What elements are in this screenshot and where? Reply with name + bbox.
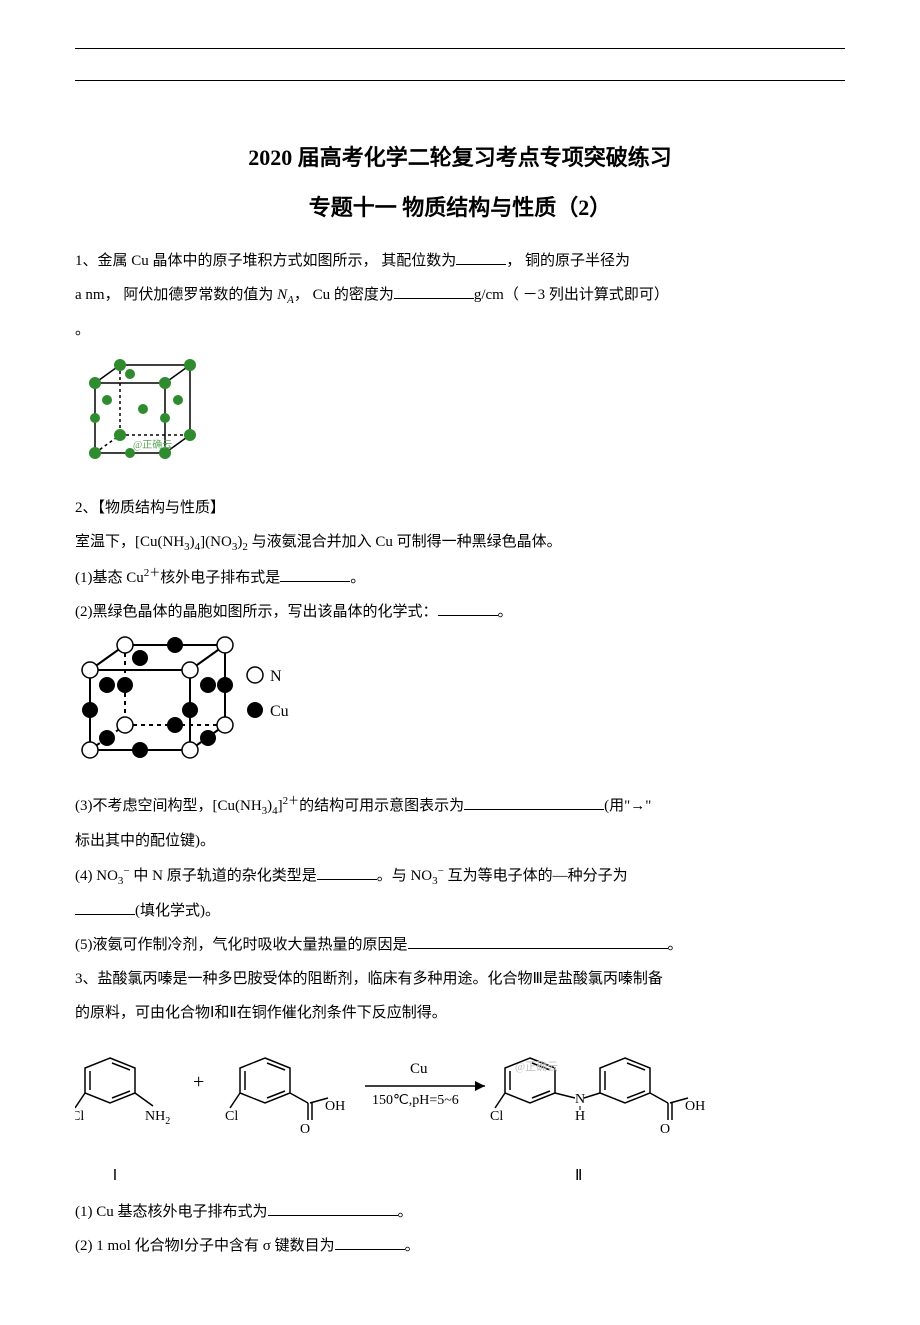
blank-isoelectronic [75, 899, 135, 915]
o-label-1: O [300, 1122, 310, 1137]
q2-p3-e: (用"→" [604, 798, 651, 814]
q2-p2-a: (2)黑绿色晶体的晶胞如图所示，写出该晶体的化学式： [75, 604, 438, 620]
q2-p3: (3)不考虑空间构型，[Cu(NH3)4]2＋的结构可用示意图表示为(用"→" [75, 790, 845, 822]
nh2-label: NH2 [145, 1109, 170, 1127]
q2-figure: N Cu [75, 635, 845, 776]
page: 2020 届高考化学二轮复习考点专项突破练习 专题十一 物质结构与性质（2） 1… [0, 0, 920, 1325]
NA-sub: A [287, 294, 294, 306]
q2-heading: 2、【物质结构与性质】 [75, 493, 845, 523]
q3-p2-b: 。 [405, 1238, 420, 1254]
q3-p2-a: (2) 1 mol 化合物Ⅰ分子中含有 σ 键数目为 [75, 1238, 335, 1254]
q3-p2: (2) 1 mol 化合物Ⅰ分子中含有 σ 键数目为 。 [75, 1231, 845, 1261]
cl-label-3: Cl [490, 1109, 503, 1124]
NA-symbol: NA [277, 287, 294, 303]
watermark-text: @正确云 [133, 438, 172, 451]
q1-line1: 1、金属 Cu 晶体中的原子堆积方式如图所示， 其配位数为 ， 铜的原子半径为 [75, 246, 845, 276]
arrow-top: Cu [410, 1061, 428, 1077]
doc-title-2: 专题十一 物质结构与性质（2） [75, 190, 845, 222]
blank-coord-number [456, 249, 506, 265]
watermark-2: @正确云 [515, 1060, 558, 1073]
q2-p5-a: (5)液氨可作制冷剂，气化时吸收大量热量的原因是 [75, 937, 408, 953]
blank-hybrid [317, 864, 377, 880]
h-label: H [575, 1109, 585, 1124]
label-I: Ⅰ [95, 1161, 135, 1191]
q3-p1-a: (1) Cu 基态核外电子排布式为 [75, 1204, 268, 1220]
q3-p1-b: 。 [398, 1204, 413, 1220]
header-rule-2 [75, 80, 845, 81]
blank-density [394, 283, 474, 299]
q1-text-2c: g/cm（ －3 列出计算式即可） [474, 287, 669, 303]
NA-N: N [277, 287, 287, 303]
q2-p4-line2-b: (填化学式)。 [135, 903, 220, 919]
doc-title-1: 2020 届高考化学二轮复习考点专项突破练习 [75, 140, 845, 172]
q2-p1-c: 。 [350, 570, 365, 586]
q3-reaction: Cl NH2 + Cl O OH [75, 1038, 845, 1191]
q2-p4-b: 中 N 原子轨道的杂化类型是 [130, 868, 317, 884]
q2-p3-a: (3)不考虑空间构型，[Cu(NH [75, 798, 262, 814]
q2-p2-b: 。 [498, 604, 513, 620]
q2-p3-d: 的结构可用示意图表示为 [299, 798, 464, 814]
q2-p3-sup: 2＋ [283, 795, 300, 807]
q2-p4-line2: (填化学式)。 [75, 896, 845, 926]
q3-line1: 3、盐酸氯丙嗪是一种多巴胺受体的阻断剂，临床有多种用途。化合物Ⅲ是盐酸氯丙嗪制备 [75, 964, 845, 994]
q1-text-a: 1、金属 Cu 晶体中的原子堆积方式如图所示， 其配位数为 [75, 253, 456, 269]
q2-p1-a: (1)基态 Cu [75, 570, 144, 586]
q2-p1-b: 核外电子排布式是 [160, 570, 280, 586]
blank-reason [408, 933, 668, 949]
q2-intro: 室温下，[Cu(NH3)4](NO3)2 与液氨混合并加入 Cu 可制得一种黑绿… [75, 527, 845, 558]
q2-p5-b: 。 [668, 937, 683, 953]
cl-label-2: Cl [225, 1109, 238, 1124]
q1-text-b: ， 铜的原子半径为 [506, 253, 630, 269]
oh-label-2: OH [685, 1099, 705, 1114]
label-II: Ⅱ [559, 1161, 599, 1191]
fcc-cell-svg: @正确云 [75, 353, 205, 468]
body: 1、金属 Cu 晶体中的原子堆积方式如图所示， 其配位数为 ， 铜的原子半径为 a… [75, 246, 845, 1261]
blank-sigma [335, 1234, 405, 1250]
q2-p5: (5)液氨可作制冷剂，气化时吸收大量热量的原因是 。 [75, 930, 845, 960]
crystal-cell-svg: N Cu [75, 635, 315, 765]
legend-N: N [270, 668, 282, 685]
arrow-bottom: 150℃,pH=5~6 [372, 1093, 459, 1108]
q2-p3-line2: 标出其中的配位键)。 [75, 826, 845, 856]
compound-labels: Ⅰ Ⅱ [75, 1161, 845, 1191]
q2-p4-a: (4) NO [75, 868, 118, 884]
legend-Cu: Cu [270, 703, 289, 720]
q2-p1-sup: 2＋ [144, 567, 161, 579]
q2-p1: (1)基态 Cu2＋核外电子排布式是 。 [75, 562, 845, 593]
blank-formula [438, 600, 498, 616]
header-rule-1 [75, 48, 845, 49]
o-label-2: O [660, 1122, 670, 1137]
q1-line2: a nm， 阿伏加德罗常数的值为 NA， Cu 的密度为 g/cm（ －3 列出计… [75, 280, 845, 311]
q1-line3: 。 [75, 315, 845, 345]
q2-intro-c: ](NO [200, 534, 232, 550]
q2-p4: (4) NO3− 中 N 原子轨道的杂化类型是。与 NO3− 互为等电子体的—种… [75, 860, 845, 892]
q2-intro-e: 与液氨混合并加入 Cu 可制得一种黑绿色晶体。 [248, 534, 562, 550]
blank-structure [464, 794, 604, 810]
n-label: N [575, 1092, 585, 1107]
q2-p4-c: 。与 NO [377, 868, 432, 884]
q2-p2: (2)黑绿色晶体的晶胞如图所示，写出该晶体的化学式： 。 [75, 597, 845, 627]
q2-intro-a: 室温下，[Cu(NH [75, 534, 184, 550]
oh-label-1: OH [325, 1099, 345, 1114]
q1-figure: @正确云 [75, 353, 845, 479]
q3-line2: 的原料，可由化合物Ⅰ和Ⅱ在铜作催化剂条件下反应制得。 [75, 998, 845, 1028]
q1-text-2a: a nm， 阿伏加德罗常数的值为 [75, 287, 277, 303]
plus-label: + [193, 1071, 204, 1093]
reaction-svg: Cl NH2 + Cl O OH [75, 1038, 715, 1148]
q3-p1: (1) Cu 基态核外电子排布式为 。 [75, 1197, 845, 1227]
blank-cu-config [268, 1200, 398, 1216]
q1-text-2b: ， Cu 的密度为 [294, 287, 394, 303]
blank-electron-config [280, 566, 350, 582]
cl-label-1: Cl [75, 1109, 84, 1124]
q2-p4-d: 互为等电子体的—种分子为 [444, 868, 628, 884]
